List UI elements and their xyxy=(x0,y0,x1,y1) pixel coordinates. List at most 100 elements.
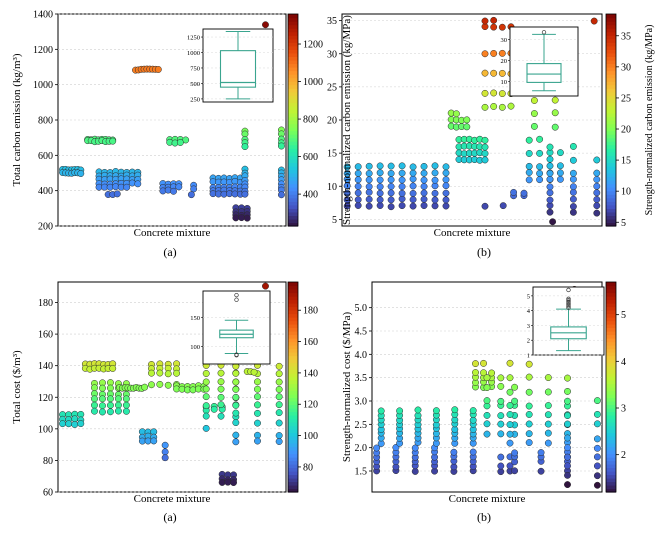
data-point xyxy=(232,214,240,222)
colorbar-segment xyxy=(288,31,298,36)
data-point xyxy=(483,384,491,391)
data-point xyxy=(398,189,406,197)
data-point xyxy=(481,89,489,97)
y-tick-label: 25 xyxy=(327,82,337,93)
data-point xyxy=(546,143,554,151)
data-point xyxy=(525,420,533,428)
colorbar-tick-label: 15 xyxy=(621,156,631,167)
colorbar-segment xyxy=(606,52,616,57)
data-point xyxy=(109,137,117,145)
y-tick-label: 1200 xyxy=(33,45,53,56)
data-point xyxy=(91,395,98,403)
colorbar-segment xyxy=(288,162,298,167)
data-point xyxy=(593,196,601,203)
colorbar-segment xyxy=(288,77,298,82)
colorbar-segment xyxy=(288,474,298,479)
colorbar-segment xyxy=(606,35,616,40)
data-point xyxy=(537,467,545,475)
colorbar-segment xyxy=(606,204,616,209)
data-point xyxy=(544,439,552,447)
colorbar-tick-label: 35 xyxy=(621,31,631,42)
colorbar-segment xyxy=(606,215,616,220)
y-tick-label: 600 xyxy=(38,151,53,162)
colorbar-segment xyxy=(288,334,298,339)
data-point xyxy=(141,383,149,391)
data-point xyxy=(254,385,261,393)
data-point xyxy=(109,364,117,372)
data-point xyxy=(275,401,283,409)
data-point xyxy=(254,431,261,439)
colorbar-segment xyxy=(288,331,298,336)
y-axis-label: Strength-normalized carbon emission (kg/… xyxy=(341,15,353,225)
data-point xyxy=(593,182,601,190)
colorbar-segment xyxy=(288,67,298,72)
colorbar-tick-label: 20 xyxy=(621,125,631,136)
colorbar-segment xyxy=(288,401,298,406)
colorbar-segment xyxy=(288,425,298,430)
data-point xyxy=(409,175,417,183)
data-point xyxy=(277,142,285,150)
y-tick-label: 10 xyxy=(327,182,337,193)
data-point xyxy=(398,202,406,210)
data-point xyxy=(275,419,283,427)
data-point xyxy=(556,162,564,170)
colorbar-segment xyxy=(606,84,616,89)
colorbar-segment xyxy=(288,204,298,209)
data-point xyxy=(230,479,238,487)
colorbar-segment xyxy=(606,478,616,483)
colorbar-segment xyxy=(288,432,298,437)
colorbar-segment xyxy=(606,471,616,476)
colorbar-segment xyxy=(288,63,298,68)
colorbar-segment xyxy=(606,380,616,385)
colorbar-segment xyxy=(288,397,298,402)
data-point xyxy=(544,411,552,419)
data-point xyxy=(564,453,571,461)
data-point xyxy=(99,395,106,403)
data-point xyxy=(398,169,406,177)
colorbar-segment xyxy=(288,324,298,329)
colorbar-segment xyxy=(288,84,298,89)
panel-caption: (b) xyxy=(477,510,491,524)
colorbar-tick-label: 800 xyxy=(303,115,318,126)
data-point xyxy=(481,69,489,77)
data-point xyxy=(376,202,384,209)
data-point xyxy=(122,407,130,415)
colorbar-tick-label: 25 xyxy=(621,93,631,104)
data-point xyxy=(442,169,450,177)
colorbar-segment xyxy=(288,98,298,103)
data-point xyxy=(275,432,283,439)
inset-tick-label: 5 xyxy=(527,293,530,300)
colorbar-segment xyxy=(606,77,616,82)
colorbar-segment xyxy=(606,292,616,297)
x-axis-label: Concrete mixture xyxy=(134,493,211,505)
data-point xyxy=(569,208,577,216)
data-point xyxy=(481,143,489,151)
colorbar-segment xyxy=(288,450,298,455)
data-point xyxy=(387,169,395,177)
data-point xyxy=(431,162,439,170)
colorbar-segment xyxy=(606,352,616,357)
data-point xyxy=(546,183,554,191)
colorbar-segment xyxy=(288,123,298,128)
colorbar-segment xyxy=(288,348,298,353)
data-point xyxy=(481,202,489,210)
inset-outlier xyxy=(566,302,571,307)
inset-tick-label: 1 xyxy=(527,353,530,360)
data-point xyxy=(232,385,240,393)
colorbar-segment xyxy=(288,180,298,185)
colorbar-segment xyxy=(606,432,616,437)
colorbar-segment xyxy=(288,38,298,43)
y-tick-label: 160 xyxy=(38,330,53,341)
data-point xyxy=(544,374,552,382)
data-point xyxy=(150,437,158,445)
data-point xyxy=(530,97,538,104)
y-tick-label: 1.5 xyxy=(355,467,368,478)
y-tick-label: 2.5 xyxy=(355,420,368,431)
colorbar-segment xyxy=(288,303,298,308)
colorbar-segment xyxy=(288,289,298,294)
y-tick-label: 400 xyxy=(38,186,53,197)
colorbar xyxy=(287,281,299,493)
colorbar-segment xyxy=(606,187,616,192)
colorbar-segment xyxy=(606,183,616,188)
data-point xyxy=(481,17,489,25)
